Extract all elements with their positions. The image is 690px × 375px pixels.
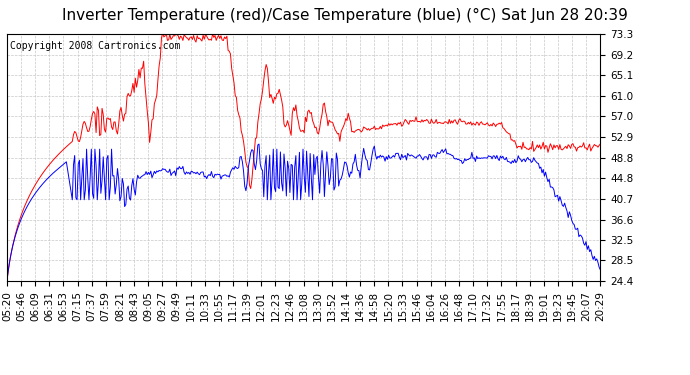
Text: Copyright 2008 Cartronics.com: Copyright 2008 Cartronics.com — [10, 41, 180, 51]
Text: Inverter Temperature (red)/Case Temperature (blue) (°C) Sat Jun 28 20:39: Inverter Temperature (red)/Case Temperat… — [62, 8, 628, 22]
